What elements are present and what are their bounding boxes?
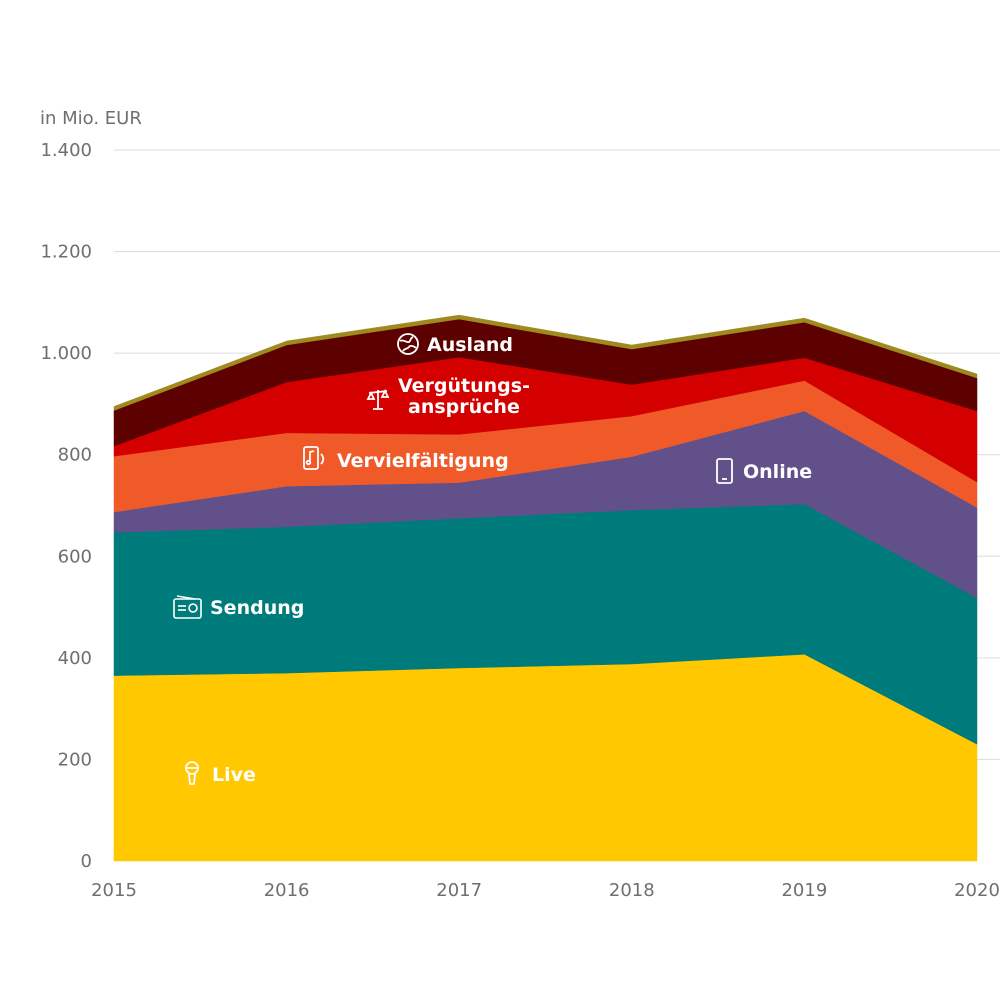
radio-icon: [173, 595, 202, 619]
series-label-online: Online: [743, 461, 812, 483]
series-label-line-1: Vergütungs-: [398, 375, 530, 397]
label-ausland: Ausland: [397, 333, 513, 356]
x-tick-label: 2015: [91, 880, 137, 901]
y-tick-label: 400: [58, 648, 92, 669]
music-note-icon: [303, 446, 325, 470]
y-tick-label: 1.200: [40, 242, 92, 263]
y-tick-label: 800: [58, 445, 92, 466]
microphone-icon: [185, 761, 199, 785]
globe-icon: [397, 333, 419, 355]
series-label-line-2: ansprüche: [408, 396, 520, 418]
y-axis-unit-label: in Mio. EUR: [40, 108, 142, 129]
y-axis-ticks: 0 200 400 600 800 1.000 1.200 1.400: [40, 140, 92, 872]
smartphone-icon: [716, 458, 733, 484]
y-tick-label: 0: [81, 851, 92, 872]
label-vervielfaeltigung: Vervielfältigung: [303, 446, 509, 472]
series-label-live: Live: [212, 764, 256, 786]
y-tick-label: 1.400: [40, 140, 92, 161]
series-label-ausland: Ausland: [427, 334, 513, 356]
y-tick-label: 600: [58, 546, 92, 567]
x-tick-label: 2020: [954, 880, 1000, 901]
x-tick-label: 2018: [609, 880, 655, 901]
label-online: Online: [716, 458, 812, 484]
x-tick-label: 2017: [436, 880, 482, 901]
label-verguetungsansprueche: Vergütungs- ansprüche: [366, 375, 537, 418]
x-tick-label: 2016: [264, 880, 310, 901]
x-tick-label: 2019: [781, 880, 827, 901]
area-series-layer: [113, 314, 978, 862]
series-label-verguetungsansprueche: Vergütungs- ansprüche: [398, 375, 537, 418]
x-axis-ticks: 2015 2016 2017 2018 2019 2020: [91, 880, 1000, 901]
series-label-vervielfaeltigung: Vervielfältigung: [337, 450, 509, 472]
y-tick-label: 1.000: [40, 343, 92, 364]
label-sendung: Sendung: [173, 595, 304, 619]
y-tick-label: 200: [58, 749, 92, 770]
series-label-sendung: Sendung: [210, 597, 304, 619]
scales-icon: [366, 388, 390, 410]
label-live: Live: [185, 761, 256, 786]
area-sonstige: [113, 314, 978, 411]
area-live: [113, 654, 978, 862]
